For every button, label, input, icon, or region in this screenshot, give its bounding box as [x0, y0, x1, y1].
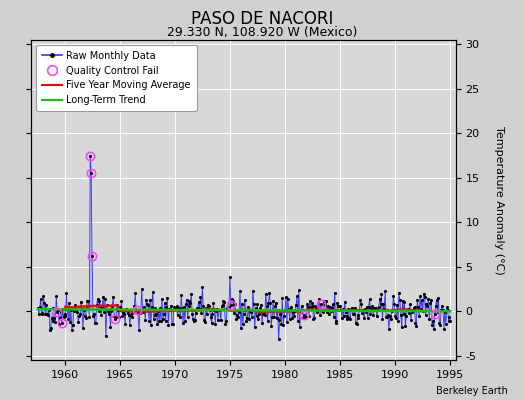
Legend: Raw Monthly Data, Quality Control Fail, Five Year Moving Average, Long-Term Tren: Raw Monthly Data, Quality Control Fail, …	[36, 45, 197, 111]
Text: Berkeley Earth: Berkeley Earth	[436, 386, 508, 396]
Text: 29.330 N, 108.920 W (Mexico): 29.330 N, 108.920 W (Mexico)	[167, 26, 357, 39]
Text: PASO DE NACORI: PASO DE NACORI	[191, 10, 333, 28]
Y-axis label: Temperature Anomaly (°C): Temperature Anomaly (°C)	[494, 126, 504, 274]
